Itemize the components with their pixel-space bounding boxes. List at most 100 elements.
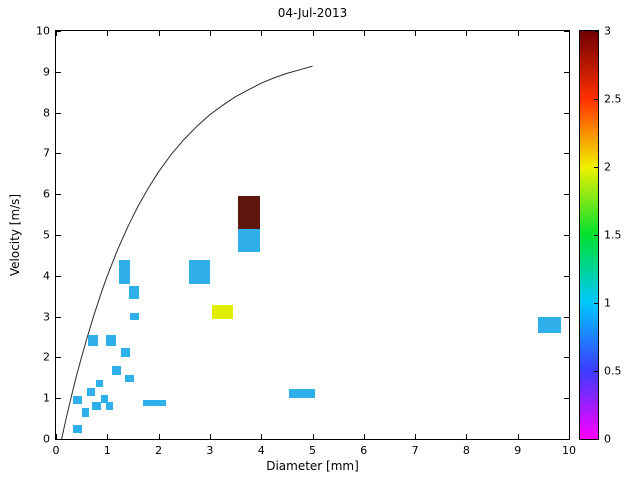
y-tick-label: 2 — [43, 350, 50, 364]
y-tick-label: 0 — [43, 432, 50, 446]
heatmap-cell — [72, 396, 82, 405]
plot-area — [55, 30, 570, 440]
colorbar-tick-mark — [594, 439, 598, 440]
x-tick-mark — [363, 31, 365, 36]
y-tick-mark — [564, 357, 569, 359]
y-tick-mark — [56, 112, 61, 114]
heatmap-cell — [95, 379, 103, 387]
x-tick-label: 5 — [309, 444, 316, 457]
x-tick-label: 9 — [514, 444, 522, 457]
y-tick-label: 3 — [43, 310, 50, 324]
x-tick-mark — [261, 31, 263, 36]
y-tick-mark — [56, 398, 61, 400]
heatmap-cell — [125, 374, 134, 382]
y-tick-mark — [56, 357, 61, 359]
heatmap-cell — [81, 408, 90, 417]
y-tick-mark — [564, 112, 569, 114]
x-tick-label: 4 — [257, 444, 265, 457]
heatmap-cell — [189, 260, 210, 284]
heatmap-cell — [87, 334, 98, 346]
y-tick-label: 10 — [36, 24, 50, 38]
y-tick-label: 8 — [43, 106, 50, 120]
heatmap-cell — [112, 366, 121, 375]
y-tick-mark — [564, 275, 569, 277]
x-tick-label: 6 — [360, 444, 368, 457]
x-tick-mark — [466, 434, 468, 439]
x-tick-mark — [415, 31, 417, 36]
x-tick-mark — [312, 31, 314, 36]
y-tick-mark — [56, 153, 61, 155]
y-tick-mark — [56, 316, 61, 318]
heatmap-cell — [130, 312, 140, 320]
heatmap-cell — [72, 424, 82, 433]
heatmap-cell — [106, 402, 114, 410]
heatmap-cell — [289, 389, 316, 399]
x-tick-mark — [158, 31, 160, 36]
x-tick-mark — [415, 434, 417, 439]
colorbar-tick-label: 2 — [604, 160, 611, 174]
y-tick-mark — [564, 194, 569, 196]
x-tick-mark — [569, 434, 570, 439]
colorbar-tick-mark — [594, 99, 598, 100]
heatmap-cell — [212, 305, 233, 319]
colorbar-tick-label: 0 — [604, 432, 611, 446]
y-tick-mark — [564, 153, 569, 155]
y-tick-mark — [56, 71, 61, 73]
heatmap-cell — [143, 400, 167, 407]
colorbar-tick-label: 1 — [604, 296, 611, 310]
heatmap-cell — [100, 394, 109, 404]
x-tick-mark — [569, 31, 570, 36]
y-tick-mark — [564, 31, 569, 32]
y-tick-mark — [564, 439, 569, 440]
x-tick-mark — [466, 31, 468, 36]
x-tick-mark — [107, 434, 109, 439]
colorbar-tick-mark — [594, 31, 598, 32]
y-tick-label: 5 — [43, 228, 50, 242]
heatmap-cell — [538, 316, 562, 333]
y-tick-mark — [56, 235, 61, 236]
colorbar-tick-label: 3 — [604, 24, 611, 38]
x-tick-label: 1 — [103, 444, 111, 457]
x-tick-mark — [261, 434, 263, 439]
x-tick-label: 8 — [462, 444, 470, 457]
x-tick-mark — [56, 434, 57, 439]
x-tick-label: 7 — [411, 444, 419, 457]
chart-title: 04-Jul-2013 — [277, 6, 348, 20]
x-tick-label: 3 — [206, 444, 214, 457]
colorbar-tick-mark — [594, 303, 598, 304]
heatmap-cell — [120, 348, 131, 358]
y-tick-label: 9 — [43, 65, 50, 79]
y-tick-mark — [56, 275, 61, 277]
y-tick-label: 1 — [43, 391, 50, 405]
x-tick-mark — [209, 434, 211, 439]
y-tick-mark — [56, 31, 61, 32]
heatmap-cell — [91, 402, 101, 411]
heatmap-cell — [238, 228, 260, 253]
x-tick-mark — [209, 31, 211, 36]
heatmap-cell — [86, 388, 96, 397]
x-tick-mark — [56, 31, 57, 36]
x-tick-label: 2 — [155, 444, 163, 457]
heatmap-cell — [238, 196, 260, 229]
x-tick-mark — [107, 31, 109, 36]
x-tick-label: 0 — [52, 444, 60, 457]
heatmap-cell — [106, 334, 116, 346]
colorbar-tick-mark — [594, 167, 598, 168]
y-tick-label: 7 — [43, 146, 50, 160]
y-tick-label: 6 — [43, 187, 50, 201]
colorbar-tick-mark — [594, 235, 598, 236]
x-tick-mark — [517, 31, 519, 36]
y-tick-mark — [564, 398, 569, 400]
heatmap-cell — [118, 260, 131, 284]
x-tick-label: 10 — [562, 444, 576, 457]
colorbar-tick-label: 1.5 — [604, 228, 622, 242]
x-tick-mark — [363, 434, 365, 439]
x-axis-label: Diameter [mm] — [266, 459, 359, 473]
colorbar — [579, 30, 599, 440]
colorbar-tick-mark — [594, 371, 598, 372]
y-tick-mark — [56, 439, 61, 440]
x-tick-mark — [312, 434, 314, 439]
y-tick-mark — [564, 316, 569, 318]
colorbar-tick-label: 0.5 — [604, 364, 622, 378]
